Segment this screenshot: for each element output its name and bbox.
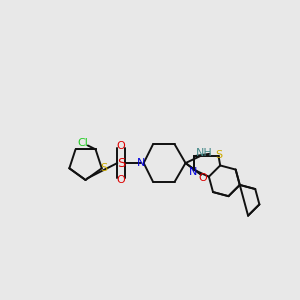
Text: N: N — [189, 167, 197, 176]
Text: S: S — [216, 150, 223, 160]
Text: Cl: Cl — [78, 138, 88, 148]
Text: NH: NH — [196, 148, 212, 158]
Text: S: S — [100, 163, 107, 173]
Text: N: N — [136, 158, 145, 168]
Text: S: S — [117, 157, 125, 169]
Text: O: O — [198, 173, 207, 184]
Text: O: O — [117, 141, 126, 151]
Text: O: O — [117, 175, 126, 185]
